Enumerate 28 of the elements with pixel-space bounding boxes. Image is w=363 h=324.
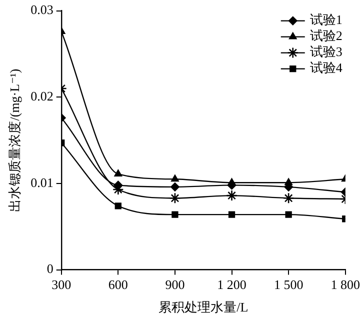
x-tick-label: 600 [108,277,128,292]
y-axis-title: 出水锶质量浓度/(mg·L⁻¹) [7,68,22,212]
point [282,192,294,204]
legend-label: 试验3 [310,44,342,60]
legend-label: 试验2 [310,28,342,44]
x-axis-title: 累积处理水量/L [158,300,248,315]
y-tick-label: 0.03 [30,2,54,18]
x-tick-label: 1 800 [330,277,360,292]
point [114,202,122,210]
point [228,211,236,218]
point [172,211,178,218]
y-tick-label: 0.01 [30,174,54,190]
point [284,178,293,186]
x-tick-label: 1 200 [217,277,246,292]
x-tick-label: 300 [52,277,72,292]
x-tick-label: 900 [165,277,185,292]
point [114,169,122,176]
legend-label: 试验4 [310,60,343,76]
point [170,174,179,182]
point [169,192,181,204]
point [285,211,292,218]
point [228,178,236,186]
y-tick-label: 0.02 [30,88,54,104]
legend-label: 试验1 [310,12,342,28]
point [226,190,238,202]
x-tick-label: 1 500 [274,277,304,292]
point [170,182,180,192]
y-tick-label: 0 [46,261,54,276]
